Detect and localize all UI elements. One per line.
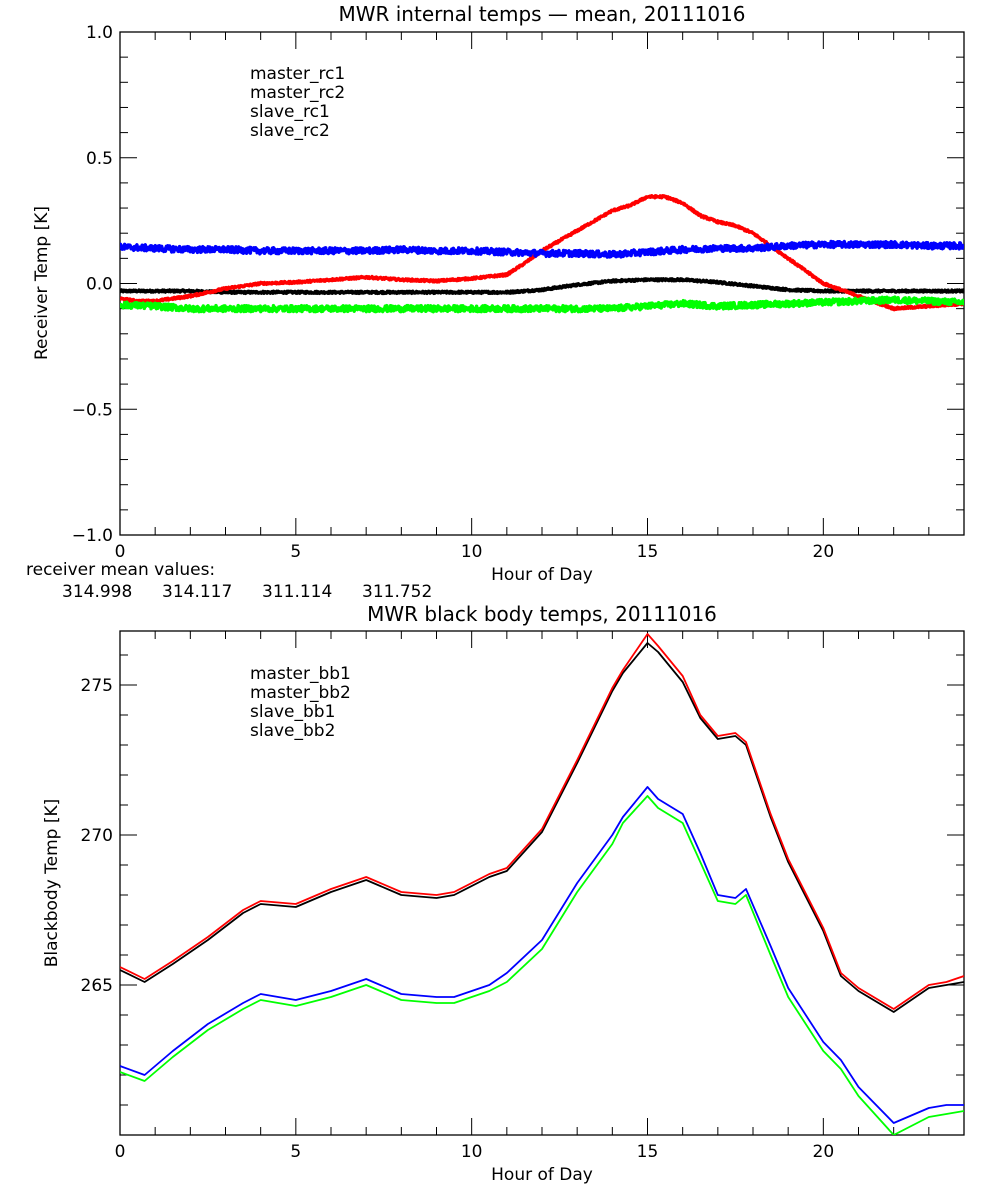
y-tick-label: 275 bbox=[81, 676, 113, 696]
plot-title: MWR black body temps, 20111016 bbox=[367, 602, 717, 626]
series-line-slave_bb1 bbox=[120, 786, 964, 1124]
x-tick-label: 0 bbox=[115, 1142, 126, 1162]
series-line-slave_rc1 bbox=[120, 239, 964, 259]
legend-entry: slave_rc1 bbox=[250, 102, 330, 122]
y-tick-label: 0.0 bbox=[86, 275, 113, 295]
mean-values-label: receiver mean values: bbox=[26, 560, 215, 580]
legend-entry: master_rc2 bbox=[250, 83, 345, 103]
legend-entry: slave_bb1 bbox=[250, 702, 335, 722]
y-tick-labels: 265 270 275 bbox=[81, 676, 113, 996]
x-tick-label: 0 bbox=[115, 542, 126, 562]
series-line-master_bb2 bbox=[120, 633, 964, 1010]
y-tick-label: 270 bbox=[81, 826, 113, 846]
mean-value: 311.114 bbox=[262, 582, 332, 602]
receiver-temp-plot: MWR internal temps — mean, 20111016 0 5 10… bbox=[26, 2, 965, 602]
x-tick-labels: 0 5 10 15 20 bbox=[115, 1142, 835, 1162]
legend-entry: slave_bb2 bbox=[250, 721, 335, 741]
x-tick-label: 20 bbox=[813, 542, 835, 562]
y-tick-label: −1.0 bbox=[72, 526, 113, 546]
x-tick-label: 15 bbox=[637, 542, 659, 562]
x-tick-label: 5 bbox=[290, 1142, 301, 1162]
x-axis-label: Hour of Day bbox=[491, 1165, 593, 1185]
legend-entry: master_bb1 bbox=[250, 664, 351, 684]
y-tick-labels: −1.0 −0.5 0.0 0.5 1.0 bbox=[72, 23, 113, 546]
x-tick-label: 5 bbox=[290, 542, 301, 562]
legend: master_bb1 master_bb2 slave_bb1 slave_bb… bbox=[250, 664, 351, 741]
axis-ticks bbox=[119, 631, 965, 1136]
series-line-master_rc1 bbox=[120, 277, 964, 296]
mean-value: 314.998 bbox=[62, 582, 132, 602]
y-axis-label: Receiver Temp [K] bbox=[32, 206, 52, 360]
plot-title: MWR internal temps — mean, 20111016 bbox=[338, 2, 745, 26]
series-lines bbox=[120, 194, 964, 314]
axis-ticks bbox=[119, 31, 965, 536]
x-tick-labels: 0 5 10 15 20 bbox=[115, 542, 835, 562]
x-axis-label: Hour of Day bbox=[491, 565, 593, 585]
y-tick-label: 265 bbox=[81, 976, 113, 996]
legend-entry: master_rc1 bbox=[250, 64, 345, 84]
series-line-master_bb1 bbox=[120, 642, 964, 1013]
y-axis-label: Blackbody Temp [K] bbox=[42, 799, 62, 968]
legend-entry: master_bb2 bbox=[250, 683, 351, 703]
y-tick-label: −0.5 bbox=[72, 400, 113, 420]
mean-value: 311.752 bbox=[362, 582, 432, 602]
x-tick-label: 10 bbox=[461, 1142, 483, 1162]
legend: master_rc1 master_rc2 slave_rc1 slave_rc… bbox=[250, 64, 345, 141]
x-tick-label: 10 bbox=[461, 542, 483, 562]
x-tick-label: 15 bbox=[637, 1142, 659, 1162]
x-tick-label: 20 bbox=[813, 1142, 835, 1162]
blackbody-temp-plot: MWR black body temps, 20111016 0 5 10 15 20 … bbox=[42, 602, 965, 1185]
series-lines bbox=[120, 633, 964, 1135]
y-tick-label: 0.5 bbox=[86, 149, 113, 169]
plot-frame bbox=[119, 630, 965, 1136]
y-tick-label: 1.0 bbox=[86, 23, 113, 43]
series-line-slave_bb2 bbox=[120, 795, 964, 1135]
series-line-slave_rc2 bbox=[120, 295, 964, 314]
legend-entry: slave_rc2 bbox=[250, 121, 330, 141]
mean-value: 314.117 bbox=[162, 582, 232, 602]
